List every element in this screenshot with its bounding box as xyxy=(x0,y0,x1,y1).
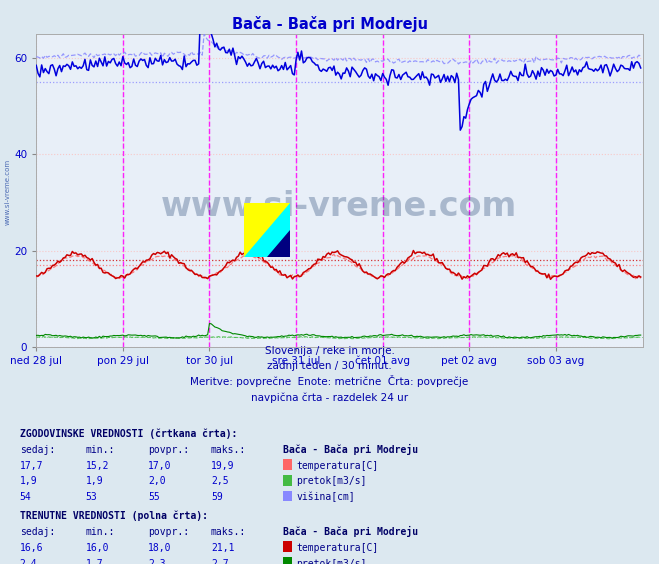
Text: Slovenija / reke in morje.: Slovenija / reke in morje. xyxy=(264,346,395,356)
Text: 2,7: 2,7 xyxy=(211,558,229,564)
Text: povpr.:: povpr.: xyxy=(148,527,189,537)
Text: Bača - Bača pri Modreju: Bača - Bača pri Modreju xyxy=(283,444,418,455)
Text: Bača - Bača pri Modreju: Bača - Bača pri Modreju xyxy=(283,526,418,537)
Text: 1,9: 1,9 xyxy=(20,477,38,487)
Polygon shape xyxy=(244,203,290,257)
Text: 1,9: 1,9 xyxy=(86,477,103,487)
Text: 17,0: 17,0 xyxy=(148,461,172,471)
Text: maks.:: maks.: xyxy=(211,445,246,455)
Text: www.si-vreme.com: www.si-vreme.com xyxy=(5,158,11,225)
Text: min.:: min.: xyxy=(86,445,115,455)
Text: 2,4: 2,4 xyxy=(20,558,38,564)
Text: 2,5: 2,5 xyxy=(211,477,229,487)
Text: temperatura[C]: temperatura[C] xyxy=(297,543,379,553)
Text: 2,0: 2,0 xyxy=(148,477,166,487)
Text: 19,9: 19,9 xyxy=(211,461,235,471)
Text: 16,0: 16,0 xyxy=(86,543,109,553)
Polygon shape xyxy=(267,230,290,257)
Text: navpična črta - razdelek 24 ur: navpična črta - razdelek 24 ur xyxy=(251,393,408,403)
Text: 18,0: 18,0 xyxy=(148,543,172,553)
Text: 15,2: 15,2 xyxy=(86,461,109,471)
Text: ZGODOVINSKE VREDNOSTI (črtkana črta):: ZGODOVINSKE VREDNOSTI (črtkana črta): xyxy=(20,429,237,439)
Text: 1,7: 1,7 xyxy=(86,558,103,564)
Text: 53: 53 xyxy=(86,492,98,503)
Text: Bača - Bača pri Modreju: Bača - Bača pri Modreju xyxy=(231,16,428,32)
Text: 21,1: 21,1 xyxy=(211,543,235,553)
Text: min.:: min.: xyxy=(86,527,115,537)
Text: maks.:: maks.: xyxy=(211,527,246,537)
Text: 54: 54 xyxy=(20,492,32,503)
Text: www.si-vreme.com: www.si-vreme.com xyxy=(161,190,517,223)
Text: zadnji teden / 30 minut.: zadnji teden / 30 minut. xyxy=(267,362,392,372)
Text: višina[cm]: višina[cm] xyxy=(297,492,355,503)
Text: pretok[m3/s]: pretok[m3/s] xyxy=(297,477,367,487)
Text: pretok[m3/s]: pretok[m3/s] xyxy=(297,558,367,564)
Text: 55: 55 xyxy=(148,492,160,503)
Text: 16,6: 16,6 xyxy=(20,543,43,553)
Text: TRENUTNE VREDNOSTI (polna črta):: TRENUTNE VREDNOSTI (polna črta): xyxy=(20,511,208,521)
Text: Meritve: povprečne  Enote: metrične  Črta: povprečje: Meritve: povprečne Enote: metrične Črta:… xyxy=(190,375,469,387)
Text: sedaj:: sedaj: xyxy=(20,527,55,537)
Text: 2,3: 2,3 xyxy=(148,558,166,564)
Text: 59: 59 xyxy=(211,492,223,503)
Text: povpr.:: povpr.: xyxy=(148,445,189,455)
Text: sedaj:: sedaj: xyxy=(20,445,55,455)
Text: 17,7: 17,7 xyxy=(20,461,43,471)
Text: temperatura[C]: temperatura[C] xyxy=(297,461,379,471)
